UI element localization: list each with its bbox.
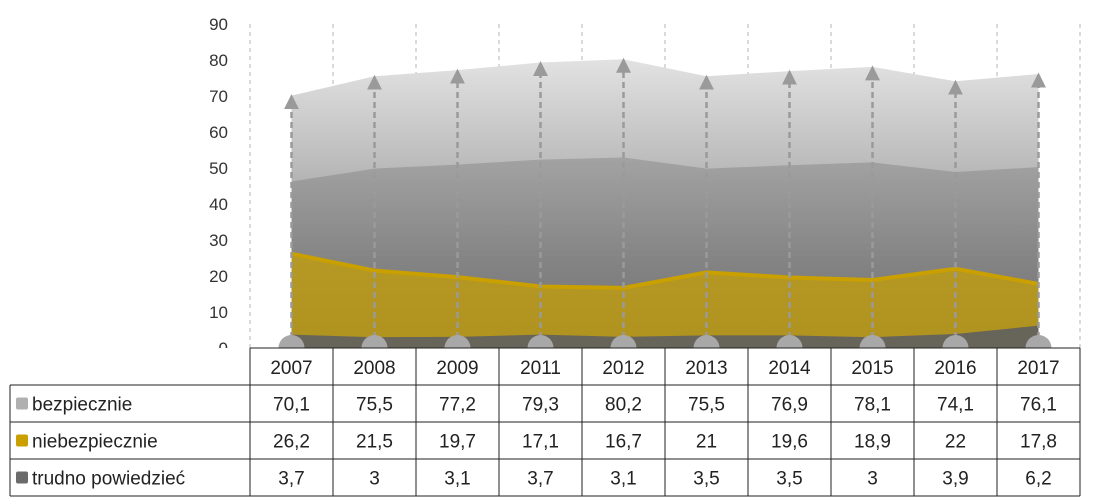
y-tick-label: 20 bbox=[209, 267, 228, 286]
legend-swatch bbox=[16, 397, 28, 410]
data-label: 76,9 bbox=[771, 395, 808, 416]
area-trudno-powiedziec bbox=[291, 325, 1039, 348]
data-label: 78,1 bbox=[854, 395, 891, 416]
data-label: 6,2 bbox=[1025, 469, 1051, 490]
data-label: 77,2 bbox=[439, 395, 476, 416]
y-tick-label: 90 bbox=[209, 15, 228, 34]
category-label: 2008 bbox=[353, 358, 395, 379]
category-label: 2011 bbox=[520, 358, 561, 379]
data-label: 16,7 bbox=[605, 432, 642, 453]
data-label: 3,5 bbox=[693, 469, 719, 490]
data-label: 3,5 bbox=[776, 469, 802, 490]
category-label: 2009 bbox=[436, 358, 478, 379]
data-label: 3,9 bbox=[942, 469, 968, 490]
table-background bbox=[0, 348, 1099, 498]
category-label: 2007 bbox=[270, 358, 312, 379]
data-label: 74,1 bbox=[937, 395, 974, 416]
category-label: 2014 bbox=[768, 358, 811, 379]
data-label: 19,7 bbox=[439, 432, 476, 453]
data-label: 26,2 bbox=[273, 432, 310, 453]
legend-swatch bbox=[16, 434, 28, 447]
area-niebezpiecznie bbox=[291, 253, 1039, 348]
category-label: 2016 bbox=[934, 358, 976, 379]
data-label: 17,1 bbox=[522, 432, 559, 453]
data-label: 3,1 bbox=[610, 469, 636, 490]
data-label: 75,5 bbox=[688, 395, 725, 416]
y-tick-label: 40 bbox=[209, 195, 228, 214]
category-label: 2012 bbox=[602, 358, 644, 379]
category-label: 2015 bbox=[851, 358, 893, 379]
legend-swatch bbox=[16, 471, 28, 484]
data-label: 22 bbox=[945, 432, 966, 453]
legend-label: trudno powiedzieć bbox=[32, 469, 185, 490]
category-label: 2013 bbox=[685, 358, 727, 379]
data-label: 21 bbox=[696, 432, 717, 453]
data-label: 3 bbox=[867, 469, 878, 490]
y-tick-label: 10 bbox=[209, 303, 228, 322]
legend-label: bezpiecznie bbox=[32, 395, 132, 416]
y-tick-label: 50 bbox=[209, 159, 228, 178]
data-label: 80,2 bbox=[605, 395, 642, 416]
data-label: 19,6 bbox=[771, 432, 808, 453]
data-label: 21,5 bbox=[356, 432, 393, 453]
y-tick-label: 80 bbox=[209, 51, 228, 70]
legend-label: niebezpiecznie bbox=[32, 432, 158, 453]
data-label: 76,1 bbox=[1020, 395, 1057, 416]
data-label: 79,3 bbox=[522, 395, 559, 416]
y-tick-label: 70 bbox=[209, 87, 228, 106]
data-label: 75,5 bbox=[356, 395, 393, 416]
data-label: 18,9 bbox=[854, 432, 891, 453]
data-label: 17,8 bbox=[1020, 432, 1057, 453]
y-tick-label: 30 bbox=[209, 231, 228, 250]
y-tick-label: 60 bbox=[209, 123, 228, 142]
area-bezpiecznie bbox=[291, 59, 1039, 348]
data-label: 3,1 bbox=[444, 469, 470, 490]
data-label: 70,1 bbox=[273, 395, 310, 416]
data-label: 3 bbox=[369, 469, 380, 490]
category-label: 2017 bbox=[1017, 358, 1059, 379]
data-label: 3,7 bbox=[278, 469, 304, 490]
data-label: 3,7 bbox=[527, 469, 553, 490]
line-niebezpiecznie bbox=[291, 251, 1039, 290]
